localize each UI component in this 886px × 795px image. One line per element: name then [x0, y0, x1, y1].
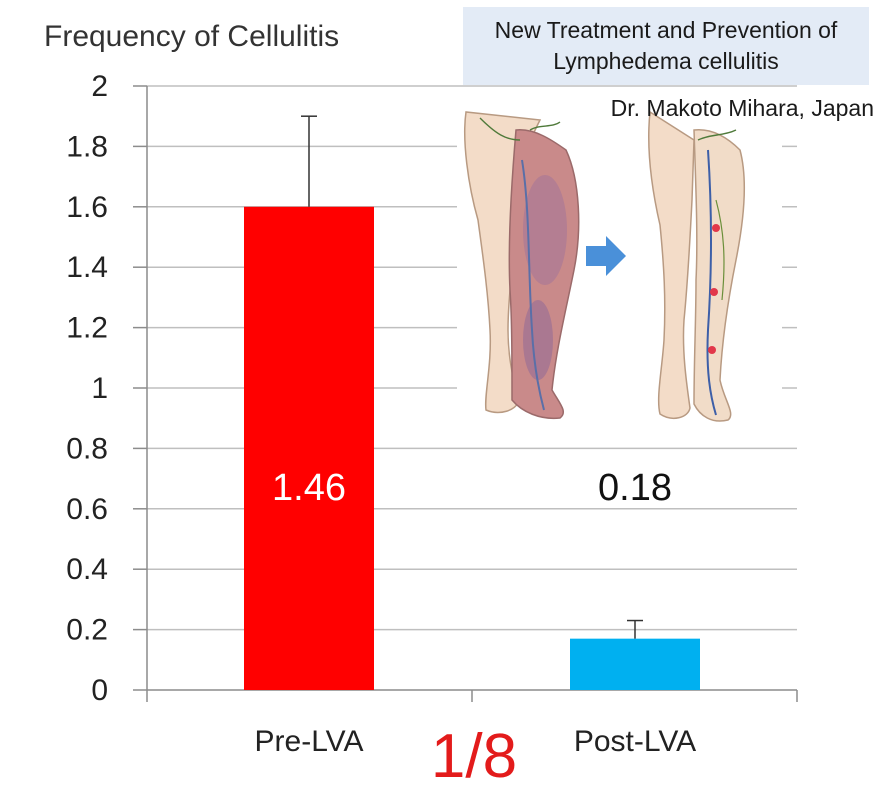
author-credit: Dr. Makoto Mihara, Japan: [610, 95, 874, 121]
y-tick-label: 1: [91, 372, 108, 405]
bar-pre-lva: [244, 206, 374, 691]
ratio-annotation: 1/8: [431, 722, 517, 791]
chart-title-line-2: Lymphedema cellulitis: [553, 48, 779, 74]
y-axis: 0 0.2 0.4 0.6 0.8 1 1.2 1.4 1.6 1.8 2: [66, 70, 798, 707]
data-label-pre-lva: 1.46: [272, 467, 346, 509]
y-tick-label: 0.8: [66, 432, 108, 465]
y-axis-title: Frequency of Cellulitis: [44, 20, 339, 53]
bars: [244, 115, 700, 691]
y-tick-label: 1.4: [66, 251, 108, 284]
y-tick-label: 1.2: [66, 312, 108, 345]
category-label-pre-lva: Pre-LVA: [255, 725, 364, 758]
category-label-post-lva: Post-LVA: [574, 725, 696, 758]
leg-illustration: [457, 104, 782, 438]
y-tick-label: 0.4: [66, 553, 108, 586]
chart-title-box: New Treatment and Prevention of Lymphede…: [463, 7, 869, 85]
y-tick-label: 1.6: [66, 191, 108, 224]
y-tick-label: 0: [91, 674, 108, 707]
y-tick-label: 0.2: [66, 614, 108, 647]
arrow-right-icon: [586, 236, 626, 276]
bar-post-lva: [570, 638, 700, 690]
y-tick-label: 1.8: [66, 130, 108, 163]
y-tick-label: 0.6: [66, 493, 108, 526]
data-label-post-lva: 0.18: [598, 467, 672, 509]
leg-after-lva-icon: [648, 110, 746, 422]
leg-with-cellulitis-icon: [464, 111, 580, 420]
chart-title-line-1: New Treatment and Prevention of: [494, 17, 838, 43]
y-tick-label: 2: [91, 70, 108, 103]
